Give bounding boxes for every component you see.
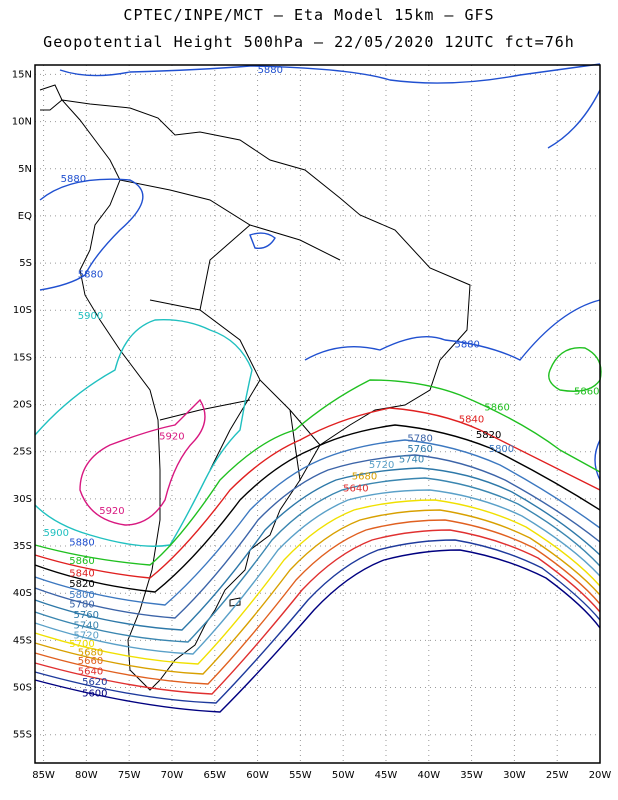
contour-label-5780: 5780 <box>69 600 94 611</box>
contour-label-5680: 5680 <box>352 471 377 482</box>
south-america-coastline <box>60 99 471 691</box>
falkland-islands <box>229 597 241 607</box>
contour-5820 <box>34 424 601 593</box>
contour-label-5680: 5680 <box>78 648 103 659</box>
contour-label-5860: 5860 <box>69 556 94 567</box>
contour-label-5920: 5920 <box>99 506 124 517</box>
lat-tick-label: 5S <box>19 258 32 269</box>
contour-5860 <box>34 379 601 566</box>
contour-5780 <box>34 454 601 619</box>
contour-label-5820: 5820 <box>69 579 94 590</box>
contour-5620 <box>34 539 601 704</box>
lat-tick-label: 25S <box>13 447 32 458</box>
contour-5600 <box>34 549 601 713</box>
lon-tick-label: 40W <box>417 770 440 781</box>
lon-tick-label: 35W <box>460 770 483 781</box>
lon-tick-label: 60W <box>246 770 269 781</box>
contour-label-5740: 5740 <box>74 620 99 631</box>
lon-tick-label: 70W <box>161 770 184 781</box>
contour-label-5600: 5600 <box>82 688 107 699</box>
contour-label-5640: 5640 <box>343 484 368 495</box>
lat-lon-grid <box>35 65 601 763</box>
contour-label-5760: 5760 <box>74 610 99 621</box>
contour-label-5860: 5860 <box>484 402 509 413</box>
contour-label-5720: 5720 <box>74 631 99 642</box>
contour-labels: 5880588058805880588058605860586058405840… <box>44 65 600 699</box>
contour-5800 <box>34 439 601 606</box>
map-frame <box>34 64 601 764</box>
contour-label-5780: 5780 <box>407 434 432 445</box>
contour-5860-ring <box>548 346 602 392</box>
contour-label-5900: 5900 <box>78 311 103 322</box>
contour-5880-brazil <box>249 232 276 249</box>
lon-tick-label: 75W <box>118 770 141 781</box>
contour-5700 <box>34 499 601 665</box>
contour-label-5820: 5820 <box>476 430 501 441</box>
lat-tick-label: 45S <box>13 635 32 646</box>
lat-tick-label: EQ <box>18 211 32 222</box>
contour-label-5740: 5740 <box>399 454 424 465</box>
contour-label-5880: 5880 <box>69 537 94 548</box>
contour-5880-mid <box>304 299 601 361</box>
contour-label-5720: 5720 <box>369 460 394 471</box>
contour-5880-north <box>59 63 601 84</box>
tick-labels: 15N 10N 5N EQ 5S 10S 15S 20S 25S 30S 35S 40S 45S 50S 5… <box>12 69 612 781</box>
lon-tick-label: 50W <box>332 770 355 781</box>
lat-tick-label: 55S <box>13 730 32 741</box>
contour-label-5660: 5660 <box>78 656 103 667</box>
contour-label-5640: 5640 <box>78 667 103 678</box>
lon-tick-label: 30W <box>503 770 526 781</box>
contour-label-5880: 5880 <box>454 339 479 350</box>
contour-5680 <box>34 509 601 675</box>
contour-label-5900: 5900 <box>44 528 69 539</box>
contour-label-5880: 5880 <box>61 174 86 185</box>
contour-5880-upper <box>39 178 144 291</box>
lat-tick-label: 40S <box>13 588 32 599</box>
lat-tick-label: 5N <box>18 164 32 175</box>
contour-label-5880: 5880 <box>258 65 283 76</box>
map-title-line1: CPTEC/INPE/MCT – Eta Model 15km – GFS <box>123 6 495 24</box>
central-america-coastline <box>39 84 63 111</box>
lat-tick-label: 15S <box>13 352 32 363</box>
lon-tick-label: 65W <box>203 770 226 781</box>
lat-tick-label: 20S <box>13 400 32 411</box>
coastline-layer <box>39 84 471 691</box>
contour-5760 <box>34 467 601 631</box>
contour-5740 <box>34 477 601 643</box>
lat-tick-label: 10N <box>12 117 32 128</box>
contour-label-5920: 5920 <box>159 432 184 443</box>
lon-tick-label: 20W <box>589 770 612 781</box>
contour-label-5840: 5840 <box>69 568 94 579</box>
contour-label-5860: 5860 <box>574 386 599 397</box>
lat-tick-label: 50S <box>13 683 32 694</box>
lat-tick-label: 30S <box>13 494 32 505</box>
contour-5880-east <box>594 439 601 481</box>
contour-label-5800: 5800 <box>489 444 514 455</box>
contour-label-5880: 5880 <box>78 269 103 280</box>
map-title-line2: Geopotential Height 500hPa – 22/05/2020 … <box>43 33 575 51</box>
contour-5840 <box>34 407 601 579</box>
contour-lines <box>34 63 602 713</box>
contour-5640 <box>34 529 601 695</box>
contour-5920 <box>79 398 206 526</box>
lon-tick-label: 55W <box>289 770 312 781</box>
country-borders <box>119 179 341 481</box>
contour-label-5760: 5760 <box>407 444 432 455</box>
lon-tick-label: 45W <box>375 770 398 781</box>
contour-5660 <box>34 519 601 685</box>
contour-label-5800: 5800 <box>69 590 94 601</box>
lat-tick-label: 35S <box>13 541 32 552</box>
lon-tick-label: 25W <box>546 770 569 781</box>
lat-tick-label: 10S <box>13 305 32 316</box>
contour-5880-north2 <box>547 89 601 149</box>
lon-tick-label: 80W <box>75 770 98 781</box>
lat-tick-label: 15N <box>12 69 32 80</box>
contour-5900 <box>34 319 253 547</box>
contour-label-5700: 5700 <box>69 639 94 650</box>
lon-tick-label: 85W <box>32 770 55 781</box>
contour-5720 <box>34 489 601 655</box>
contour-label-5840: 5840 <box>459 415 484 426</box>
contour-label-5620: 5620 <box>82 677 107 688</box>
